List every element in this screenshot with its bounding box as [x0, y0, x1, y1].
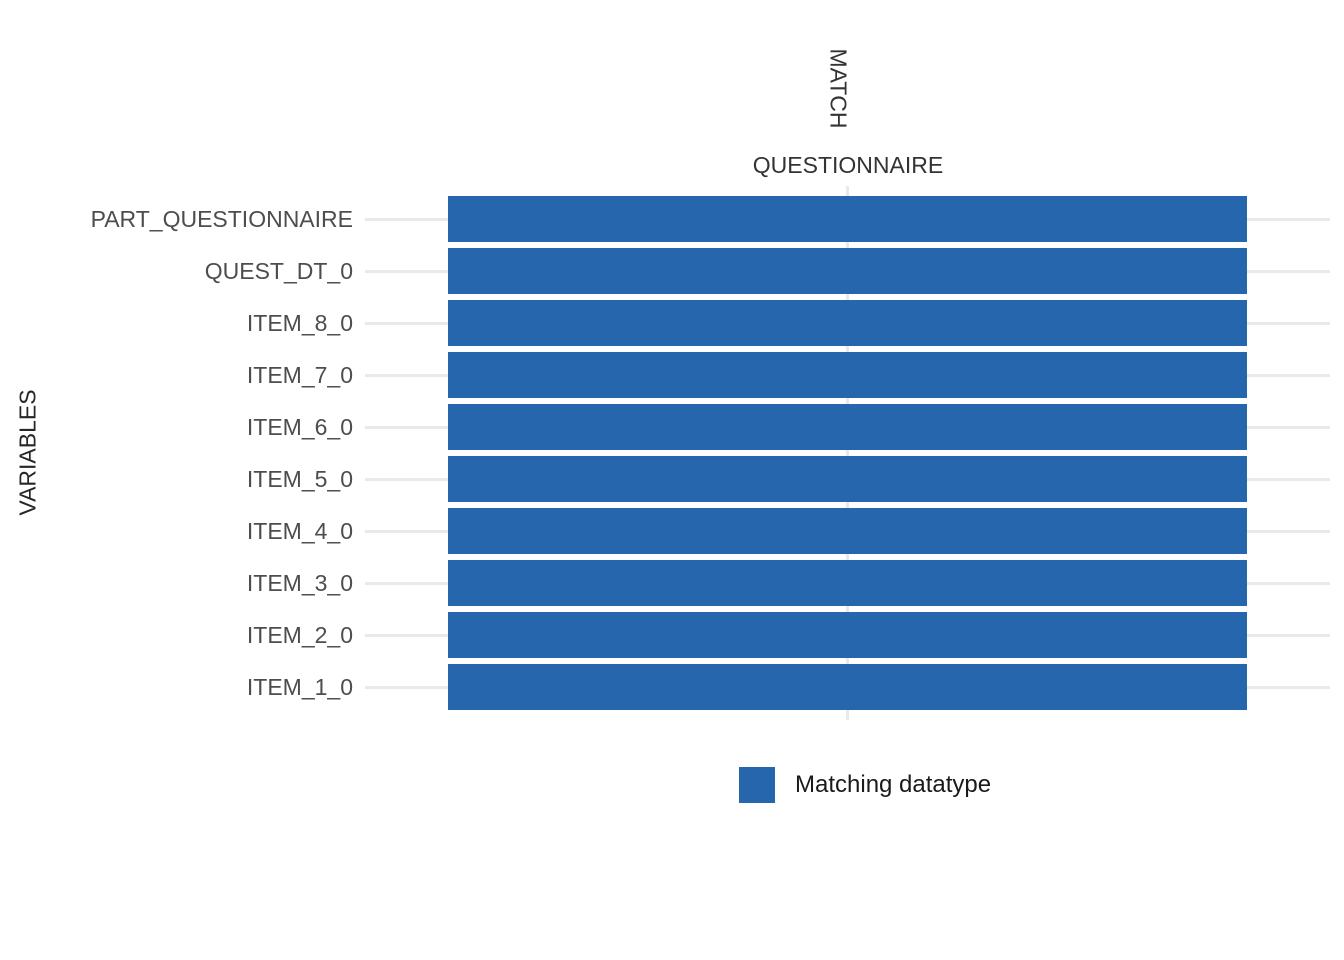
plot-panel [365, 186, 1330, 720]
x-axis-title: MATCH [778, 28, 898, 148]
y-axis-tick-label: ITEM_1_0 [246, 674, 353, 700]
match-cell [448, 612, 1247, 658]
match-cell [448, 456, 1247, 502]
y-axis-tick-label: ITEM_2_0 [246, 622, 353, 648]
match-cell [448, 248, 1247, 294]
y-axis-tick-label: ITEM_5_0 [246, 466, 353, 492]
y-axis-tick-label: ITEM_4_0 [246, 518, 353, 544]
legend-label: Matching datatype [795, 771, 992, 798]
y-axis-tick-label: ITEM_3_0 [246, 570, 353, 596]
match-cell [448, 560, 1247, 606]
y-axis-tick-label: ITEM_6_0 [246, 414, 353, 440]
match-cell [448, 404, 1247, 450]
match-cell [448, 300, 1247, 346]
match-cell [448, 352, 1247, 398]
y-axis-tick-label: PART_QUESTIONNAIRE [90, 206, 353, 232]
x-axis-title-text: MATCH [825, 47, 852, 129]
match-cell [448, 508, 1247, 554]
y-axis-tick-label: ITEM_8_0 [246, 310, 353, 336]
y-axis-tick-label: QUEST_DT_0 [204, 258, 353, 284]
y-axis-tick-label: ITEM_7_0 [246, 362, 353, 388]
vertical-gridline [846, 186, 849, 720]
y-axis-title-text: VARIABLES [14, 388, 41, 516]
match-cell [448, 196, 1247, 242]
x-axis-tick-label: QUESTIONNAIRE [752, 152, 944, 178]
legend-color-swatch [739, 767, 775, 803]
match-cell [448, 664, 1247, 710]
